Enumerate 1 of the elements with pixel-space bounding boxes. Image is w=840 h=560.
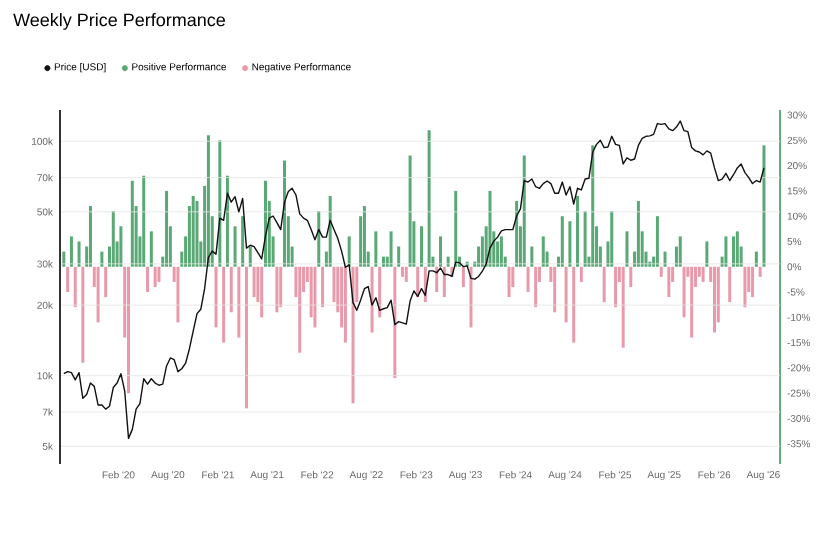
chart-title: Weekly Price Performance xyxy=(13,13,225,30)
